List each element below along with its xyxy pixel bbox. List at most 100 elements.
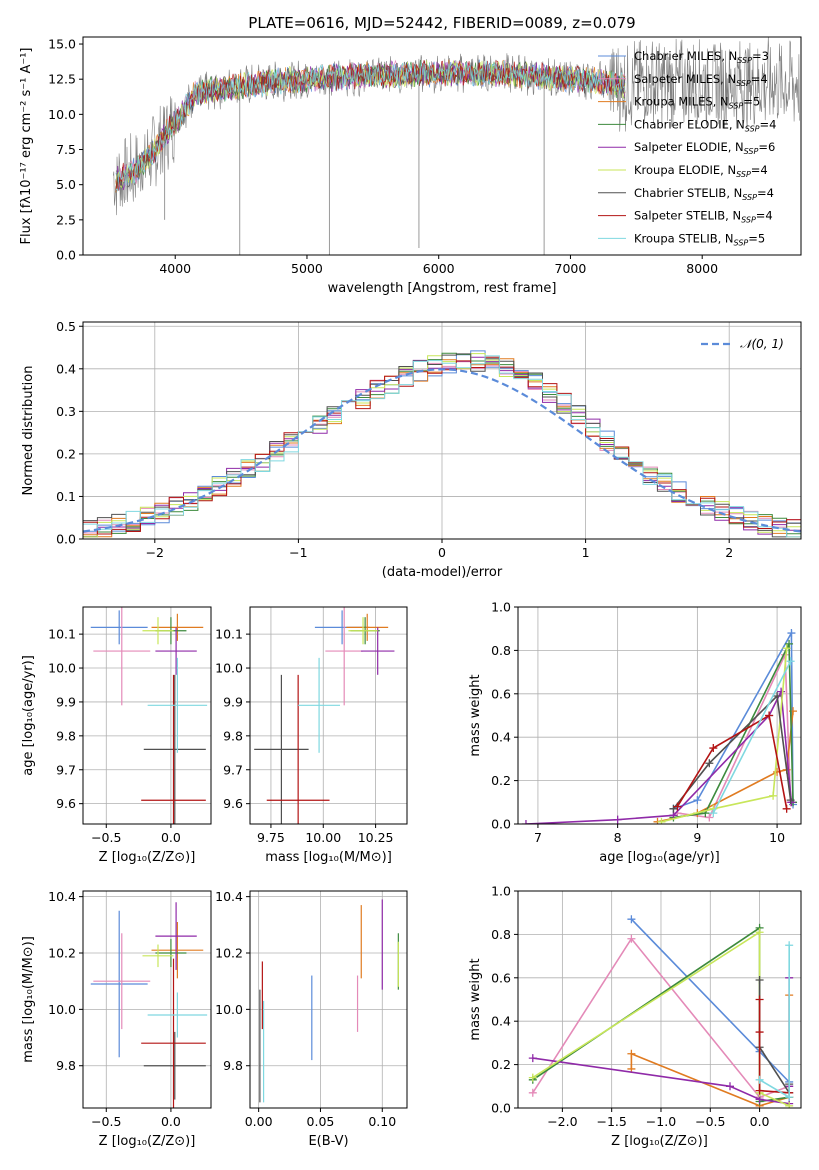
- panel-age-vs-Z: −0.5 0.0 9.6 9.7 9.8 9.9 10.0 10.1 Z [log₁₀(Z/Z⊙…: [21, 606, 212, 865]
- y-tick-label: 0.4: [56, 361, 76, 376]
- mass-weight-line: [525, 688, 793, 824]
- y-tick-label: 9.8: [56, 728, 76, 743]
- legend: Chabrier MILES, NSSP=3 Salpeter MILES, NS…: [598, 49, 776, 247]
- legend-subscript: SSP: [744, 147, 759, 156]
- plot-area: [113, 37, 800, 255]
- mass-weight-marker: [786, 657, 795, 666]
- panel-mass-weight-vs-age: 7 8 9 10 0.0 0.2 0.4 0.6 0.8 1.0 age [log₁₀(age/yr…: [468, 600, 802, 865]
- y-tick-label: 0.2: [491, 1057, 511, 1072]
- x-tick-label: 0.0: [161, 1114, 181, 1129]
- legend-text: Salpeter ELODIE, N: [634, 140, 744, 154]
- y-tick-label: 0.0: [491, 1101, 511, 1116]
- y-tick-label: 10.4: [48, 889, 76, 904]
- axes-frame: [82, 36, 802, 256]
- x-axis-label: (data-model)/error: [382, 565, 503, 580]
- mass-weight-marker: [777, 687, 786, 696]
- mass-weight-marker: [627, 915, 636, 924]
- x-tick-label: 0.00: [245, 1114, 273, 1129]
- legend-count: =6: [758, 140, 775, 154]
- y-tick-label: 0.4: [491, 730, 511, 745]
- y-tick-label: 0.0: [56, 532, 76, 547]
- y-tick-label: 1.0: [491, 884, 511, 899]
- legend-subscript: SSP: [745, 124, 760, 133]
- y-tick-label: 0.1: [56, 489, 76, 504]
- x-axis-label: Z [log₁₀(Z/Z⊙)]: [99, 1134, 196, 1149]
- legend-text: Kroupa MILES, N: [634, 95, 729, 109]
- legend-text: Salpeter STELIB, N: [634, 209, 741, 223]
- x-tick-label: 2: [725, 545, 733, 560]
- x-tick-label: 4000: [159, 261, 191, 276]
- axes-frame: [517, 890, 802, 1109]
- legend-label: Chabrier MILES, NSSP=3: [634, 49, 769, 65]
- y-axis-label: mass weight: [468, 958, 483, 1040]
- legend-count: =5: [743, 95, 760, 109]
- legend-label: Salpeter ELODIE, NSSP=6: [634, 140, 775, 156]
- y-tick-label: 2.5: [56, 212, 76, 227]
- legend-subscript: SSP: [734, 238, 749, 247]
- y-tick-label: 0.2: [491, 773, 511, 788]
- mass-weight-line: [672, 694, 792, 810]
- axes-frame: [82, 606, 212, 825]
- legend-subscript: SSP: [736, 79, 751, 88]
- y-tick-label: 10.0: [215, 1002, 243, 1017]
- mass-weight-marker: [705, 813, 714, 822]
- axes-frame: [249, 606, 408, 825]
- x-tick-label: 10.00: [305, 830, 341, 845]
- mass-weight-marker: [657, 817, 666, 824]
- x-axis-label: age [log₁₀(age/yr)]: [599, 850, 720, 865]
- plot-area: [521, 629, 798, 824]
- x-tick-label: 8000: [686, 261, 718, 276]
- x-tick-label: 10.25: [358, 830, 394, 845]
- legend-count: =4: [756, 209, 773, 223]
- axes-frame: [517, 606, 802, 825]
- legend-label: Salpeter STELIB, NSSP=4: [634, 209, 773, 225]
- histogram-steps: [83, 353, 801, 538]
- legend-text: Kroupa ELODIE, N: [634, 163, 736, 177]
- x-tick-label: 0.0: [750, 1114, 770, 1129]
- y-tick-label: 9.9: [56, 694, 76, 709]
- mass-weight-marker: [726, 1082, 735, 1091]
- y-tick-label: 0.8: [491, 643, 511, 658]
- y-tick-label: 1.0: [491, 600, 511, 615]
- legend-subscript: SSP: [742, 193, 757, 202]
- x-tick-label: 1: [582, 545, 590, 560]
- panel-mass-weight-vs-Z: −2.0 −1.5 −1.0 −0.5 0.0 0.0 0.2 0.4 0.6 0.8 1.0 Z […: [468, 884, 802, 1149]
- legend-label: Chabrier ELODIE, NSSP=4: [634, 117, 776, 133]
- x-tick-label: 0.05: [307, 1114, 335, 1129]
- y-tick-label: 0.4: [491, 1014, 511, 1029]
- legend-subscript: SSP: [741, 216, 756, 225]
- y-tick-label: 10.1: [48, 627, 76, 642]
- mass-weight-marker: [693, 796, 702, 805]
- y-tick-label: 0.6: [491, 686, 511, 701]
- legend-label: Salpeter MILES, NSSP=4: [634, 72, 768, 88]
- x-axis-label: Z [log₁₀(Z/Z⊙)]: [99, 850, 196, 865]
- axes-frame: [82, 890, 212, 1109]
- y-tick-label: 0.0: [491, 817, 511, 832]
- mass-weight-marker: [773, 691, 782, 700]
- axes-frame: [249, 890, 408, 1109]
- legend-label: 𝒩(0, 1): [740, 337, 784, 351]
- mass-weight-marker: [785, 1093, 794, 1102]
- y-tick-label: 0.6: [491, 970, 511, 985]
- y-tick-label: 9.8: [223, 728, 243, 743]
- y-tick-label: 7.5: [56, 142, 76, 157]
- y-tick-label: 9.7: [223, 762, 243, 777]
- mass-weight-marker: [755, 1075, 764, 1084]
- x-tick-label: −2: [146, 545, 164, 560]
- x-tick-label: −0.5: [91, 1114, 121, 1129]
- y-axis-label: Normed distribution: [21, 366, 36, 496]
- mass-weight-marker: [709, 809, 718, 818]
- y-tick-label: 0.8: [491, 927, 511, 942]
- mass-weight-marker: [627, 934, 636, 943]
- x-tick-label: 9.75: [257, 830, 285, 845]
- mass-weight-marker: [673, 802, 682, 811]
- y-tick-label: 9.7: [56, 762, 76, 777]
- y-tick-label: 0.5: [56, 319, 76, 334]
- x-tick-label: 0.0: [161, 830, 181, 845]
- plot-area: [528, 915, 794, 1108]
- model-spectrum-line: [115, 60, 626, 191]
- panel-residuals: 𝒩(0, 1) −2 −1 0 1 2 0.0 0.1 0.2 0.3 0.4 0.5 (data-mo…: [21, 319, 802, 580]
- y-tick-label: 10.1: [215, 627, 243, 642]
- model-spectrum-line: [115, 60, 626, 192]
